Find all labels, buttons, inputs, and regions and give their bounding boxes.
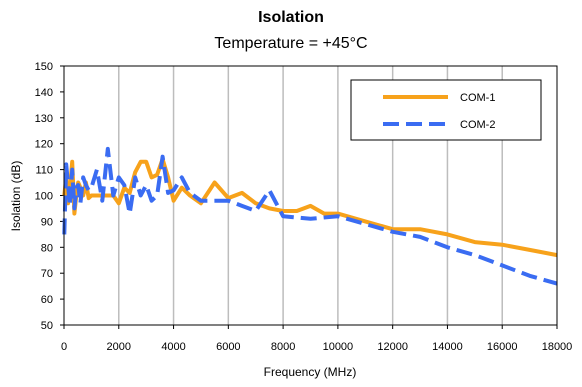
y-tick-label: 130 — [35, 113, 53, 125]
x-tick-label: 2000 — [107, 341, 131, 353]
axis-ticks: 0 2000 4000 6000 8000 10000 12000 14000 16000 180… — [35, 61, 573, 353]
plot-border — [63, 65, 558, 326]
x-tick-label: 12000 — [377, 341, 408, 353]
legend: COM-1 COM-2 — [350, 79, 542, 141]
x-tick-label: 18000 — [542, 341, 573, 353]
x-axis-label: Frequency (MHz) — [264, 365, 357, 379]
x-tick-label: 10000 — [323, 341, 354, 353]
legend-label-com-2: COM-2 — [460, 119, 495, 131]
y-tick-label: 70 — [41, 268, 53, 280]
x-tick-label: 16000 — [487, 341, 518, 353]
y-tick-label: 120 — [35, 139, 53, 151]
series-line-com-2 — [62, 146, 558, 286]
x-tick-label: 8000 — [271, 341, 295, 353]
y-tick-label: 90 — [41, 216, 53, 228]
x-tick-label: 6000 — [216, 341, 240, 353]
x-tick-label: 14000 — [432, 341, 463, 353]
y-tick-label: 50 — [41, 320, 53, 332]
y-tick-label: 110 — [35, 165, 53, 177]
x-tick-label: 0 — [61, 341, 67, 353]
chart-title: Isolation — [258, 9, 324, 26]
gridlines — [118, 66, 503, 325]
y-tick-label: 140 — [35, 87, 53, 99]
chart-subtitle: Temperature = +45°C — [214, 35, 367, 52]
y-tick-label: 60 — [41, 294, 53, 306]
y-tick-label: 100 — [35, 191, 53, 203]
legend-label-com-1: COM-1 — [460, 92, 495, 104]
y-tick-label: 80 — [41, 242, 53, 254]
x-tick-label: 4000 — [161, 341, 185, 353]
legend-box — [350, 79, 542, 141]
series-lines — [62, 146, 558, 286]
y-tick-label: 150 — [35, 61, 53, 73]
y-axis-label: Isolation (dB) — [9, 161, 23, 232]
